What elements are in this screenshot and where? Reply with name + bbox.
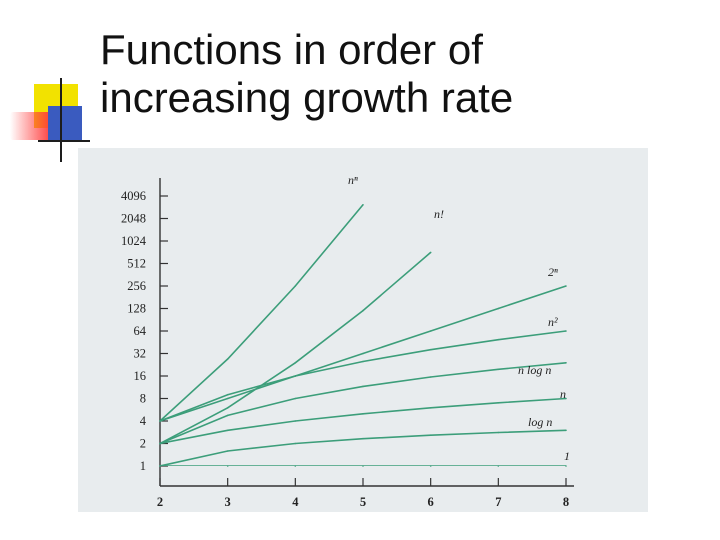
y-tick-label: 2 — [140, 437, 146, 451]
title-line-2: increasing growth rate — [100, 74, 514, 121]
data-point — [565, 362, 567, 364]
data-point — [362, 437, 364, 440]
data-point — [565, 285, 567, 287]
x-tick-label: 6 — [428, 495, 434, 509]
data-point — [226, 393, 229, 396]
y-tick-label: 128 — [127, 302, 146, 316]
data-point — [497, 402, 500, 404]
y-tick-label: 2048 — [121, 212, 146, 226]
y-tick-label: 4096 — [121, 189, 146, 203]
growth-rate-chart: 1 2 4 8 16 32 64 128 256 512 1024 2048 4096 2 3 4 5 6 7 8 nⁿ… — [121, 173, 574, 509]
data-point — [226, 465, 229, 467]
data-point — [429, 434, 432, 437]
series-line-log-n — [160, 429, 567, 466]
data-point — [429, 330, 432, 332]
data-point — [159, 465, 161, 467]
y-tick-label: 512 — [127, 257, 146, 271]
series-label: n² — [548, 315, 558, 329]
data-point — [226, 429, 229, 432]
data-point — [429, 251, 432, 254]
data-point — [362, 204, 364, 206]
decor-vertical-line — [60, 78, 62, 162]
data-point — [294, 442, 297, 445]
data-point — [497, 431, 500, 434]
series-label: n — [560, 387, 566, 401]
series-line-n — [160, 397, 567, 445]
title-line-1: Functions in order of — [100, 26, 483, 73]
data-point — [565, 429, 567, 432]
decor-blue-square — [48, 106, 82, 140]
series-label: 2ⁿ — [548, 265, 558, 279]
data-point — [294, 420, 297, 422]
x-tick-label: 3 — [225, 495, 231, 509]
y-tick-label: 32 — [134, 347, 147, 361]
data-point — [294, 397, 297, 400]
data-point — [429, 376, 432, 378]
data-point — [226, 414, 229, 417]
data-point — [429, 348, 432, 351]
y-tick-label: 16 — [134, 369, 147, 383]
series-label: log n — [528, 415, 552, 429]
data-point — [497, 338, 500, 341]
x-tick-label: 8 — [563, 495, 569, 509]
data-point — [226, 358, 229, 360]
data-point — [159, 420, 161, 422]
data-point — [362, 385, 364, 388]
y-tick-label: 64 — [134, 324, 147, 338]
y-tick-label: 1024 — [121, 234, 147, 248]
data-point — [497, 368, 500, 371]
decor-horizontal-line — [38, 140, 90, 142]
series-line-n-2 — [160, 330, 567, 422]
x-tick-label: 4 — [292, 495, 299, 509]
slide-title: Functions in order of increasing growth … — [100, 26, 700, 122]
data-point — [159, 442, 161, 445]
data-point — [429, 407, 432, 409]
data-point — [226, 450, 229, 452]
y-tick-label: 4 — [140, 414, 147, 428]
chart-panel — [78, 148, 648, 512]
y-tick-label: 8 — [140, 392, 146, 406]
x-tick-label: 7 — [495, 495, 501, 509]
data-point — [362, 360, 364, 363]
data-point — [362, 309, 364, 312]
y-tick-label: 256 — [127, 279, 146, 293]
y-tick-label: 1 — [140, 459, 146, 473]
data-point — [362, 465, 364, 467]
data-point — [565, 465, 567, 467]
data-point — [565, 397, 567, 400]
data-point — [565, 330, 567, 332]
data-point — [226, 397, 229, 400]
series-label: 1 — [564, 449, 570, 463]
data-point — [429, 465, 432, 467]
data-point — [362, 352, 364, 355]
series-label: nⁿ — [348, 173, 358, 187]
data-point — [497, 465, 500, 467]
series-label: n! — [434, 207, 444, 221]
data-point — [497, 307, 500, 310]
series-line-n- — [160, 251, 432, 445]
series-line-n-n — [160, 204, 364, 422]
x-tick-label: 5 — [360, 495, 366, 509]
data-point — [226, 407, 229, 409]
data-point — [294, 362, 297, 364]
data-point — [362, 413, 364, 415]
data-point — [294, 375, 297, 377]
series-label: n log n — [518, 363, 551, 377]
data-point — [294, 285, 297, 287]
x-tick-label: 2 — [157, 495, 163, 509]
data-point — [294, 465, 297, 467]
